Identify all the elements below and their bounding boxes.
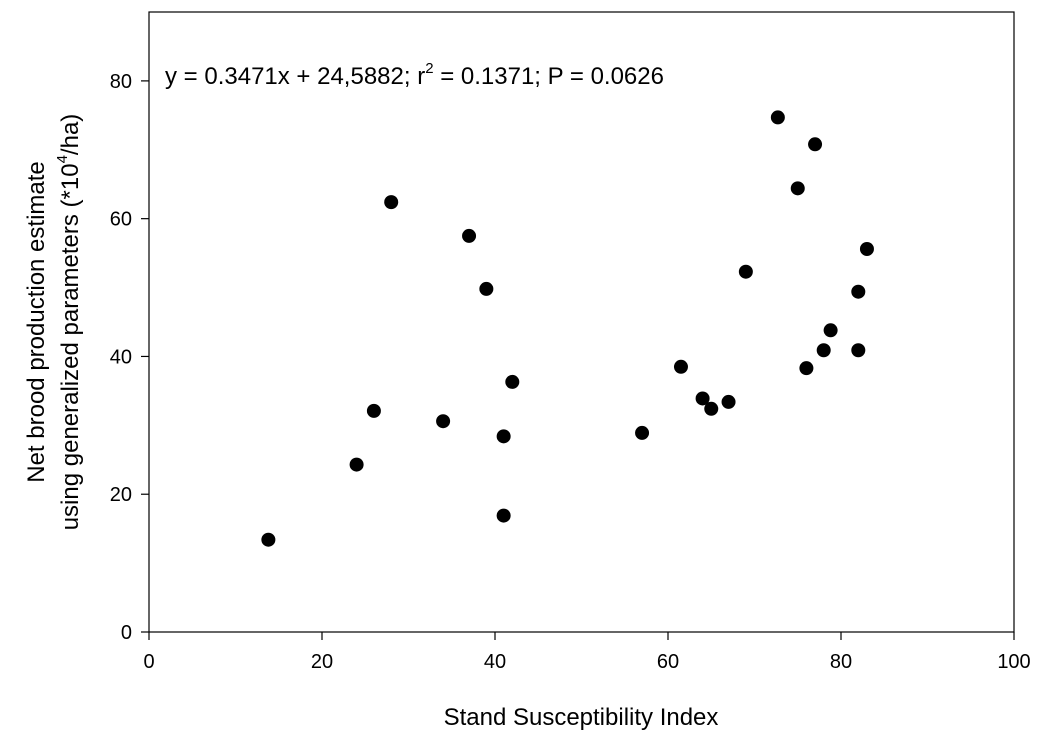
data-point [823,323,838,338]
x-tick-label: 20 [311,651,333,673]
data-point [695,391,710,406]
x-tick-label: 80 [830,651,852,673]
data-point [859,241,874,256]
x-tick-label: 60 [657,651,679,673]
data-point [366,403,381,418]
data-point [673,359,688,374]
y-tick-label: 0 [121,622,132,644]
x-axis-title: Stand Susceptibility Index [444,704,719,731]
data-point [851,284,866,299]
ylabel-line2-suffix: /ha) [57,114,84,155]
data-point [635,425,650,440]
ylabel-line2-prefix: using generalized parameters (*10 [57,163,84,530]
data-point [384,195,399,210]
data-point [851,343,866,358]
data-point [790,181,805,196]
ylabel-line2-sup: 4 [54,155,71,163]
data-point [496,508,511,523]
x-tick-label: 0 [143,651,154,673]
data-point [505,374,520,389]
data-point [704,401,719,416]
data-point [349,457,364,472]
annotation-prefix: y = 0.3471x + 24,5882; r [165,63,425,90]
data-point [738,264,753,279]
axis-ticks: 0 20 40 60 80 100 0 20 40 60 80 [110,71,1031,673]
regression-annotation: y = 0.3471x + 24,5882; r2 = 0.1371; P = … [165,60,664,90]
x-tick-label: 40 [484,651,506,673]
y-tick-label: 80 [110,71,132,93]
y-tick-label: 20 [110,484,132,506]
data-point [462,228,477,243]
data-point [770,110,785,125]
y-axis-title-line1: Net brood production estimate [23,161,50,483]
y-axis-title-line2: using generalized parameters (*104/ha) [54,114,84,531]
data-point [816,343,831,358]
y-tick-label: 60 [110,209,132,231]
data-point [496,429,511,444]
plot-frame [148,11,1015,633]
annotation-sup: 2 [425,60,433,77]
data-point [436,414,451,429]
y-tick-label: 40 [110,346,132,368]
data-point [479,281,494,296]
data-points [261,110,874,547]
data-point [261,532,276,547]
data-point [808,137,823,152]
annotation-suffix: = 0.1371; P = 0.0626 [434,63,664,90]
x-tick-label: 100 [997,651,1030,673]
data-point [799,361,814,376]
data-point [721,394,736,409]
